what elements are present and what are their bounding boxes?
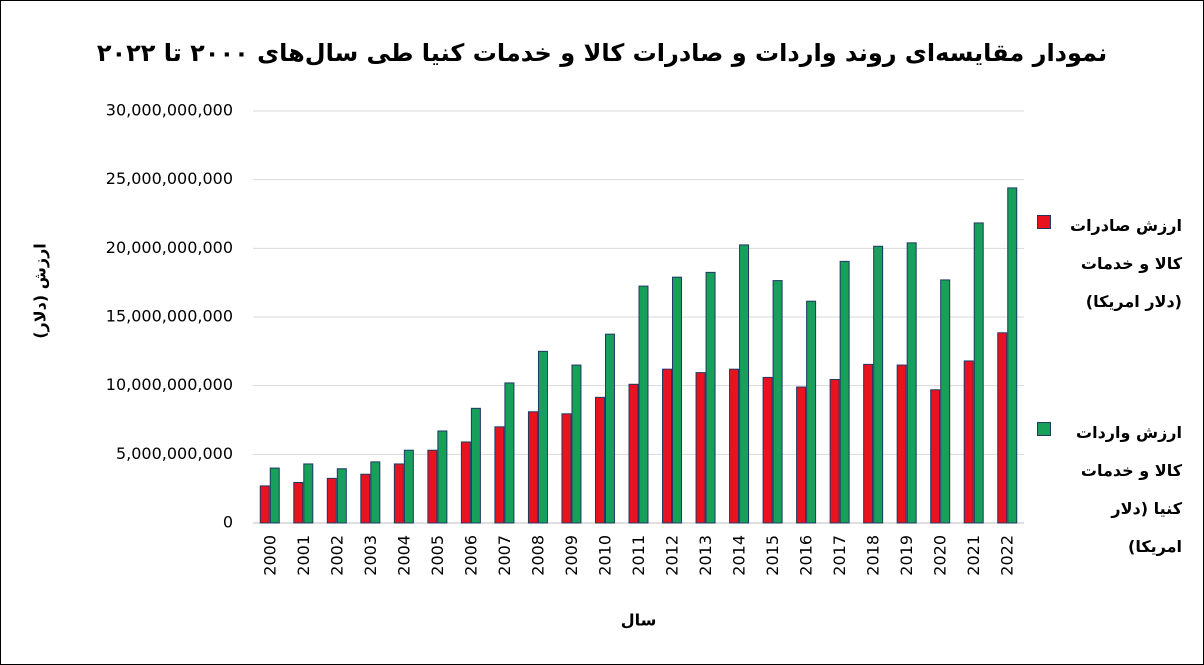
bar [672,276,683,524]
y-axis-label: ارزش (دلار) [31,243,50,339]
bar [504,382,515,524]
x-tick-label: 2015 [763,535,782,576]
bar [829,378,840,524]
bar [370,461,381,524]
bar [470,407,481,524]
bar [537,350,548,524]
bar [360,473,371,524]
bar [527,411,538,524]
x-tick-label: 2011 [629,535,648,576]
bar [628,383,639,524]
bar [930,389,941,524]
y-tick-label: 5,000,000,000 [116,444,233,463]
x-tick-label: 2018 [864,535,883,576]
bar [336,468,347,524]
x-tick-label: 2019 [897,535,916,576]
legend-entry: ارزش صادرات کالا و خدمات (دلار امریکا) [1037,207,1182,321]
bar [303,463,314,524]
x-tick-label: 2005 [428,535,447,576]
bar [393,463,404,524]
y-tick-label: 10,000,000,000 [106,375,233,394]
x-tick-label: 2006 [461,535,480,576]
bar [896,364,907,524]
bar [906,242,917,524]
x-tick-label: 2012 [663,535,682,576]
y-tick-label: 25,000,000,000 [106,169,233,188]
y-tick-label: 20,000,000,000 [106,238,233,257]
x-tick-label: 2004 [394,535,413,576]
x-tick-label: 2000 [260,535,279,576]
x-tick-label: 2016 [797,535,816,576]
bar [561,413,572,524]
x-tick-label: 2013 [696,535,715,576]
y-tick-label: 0 [223,513,233,532]
legend-label: ارزش صادرات کالا و خدمات (دلار امریکا) [1069,216,1182,311]
x-tick-label: 2014 [730,535,749,576]
bar [427,449,438,524]
bar [940,279,951,524]
bar [1007,187,1018,524]
x-tick-label: 2010 [595,535,614,576]
chart-title: نمودار مقایسه‌ای روند واردات و صادرات کا… [96,39,1108,67]
bar [571,364,582,524]
bar [762,376,773,524]
bar [662,368,673,524]
bar [796,386,807,524]
bar [772,280,783,524]
y-tick-label: 30,000,000,000 [106,101,233,120]
x-tick-label: 2007 [495,535,514,576]
bar [997,332,1008,524]
bar [604,333,615,524]
legend-swatch [1037,215,1051,229]
bar [863,363,874,524]
x-tick-label: 2001 [294,535,313,576]
bar [594,396,605,524]
x-tick-label: 2002 [327,535,346,576]
legend-entry: ارزش واردات کالا و خدمات کنیا (دلار امری… [1037,414,1182,566]
legend-label: ارزش واردات کالا و خدمات کنیا (دلار امری… [1076,423,1182,556]
bar [293,481,304,524]
x-tick-label: 2022 [998,535,1017,576]
x-tick-label: 2009 [562,535,581,576]
legend-swatch [1037,422,1051,436]
bar [839,260,850,524]
bar [494,426,505,524]
bar [437,430,448,524]
bar [695,372,706,524]
x-tick-label: 2017 [830,535,849,576]
x-axis-label: سال [621,611,657,630]
bar [806,300,817,524]
bar [963,360,974,524]
bar [739,244,750,524]
bar [638,285,649,524]
bar [873,245,884,524]
bar [705,271,716,524]
bar [259,485,270,524]
x-tick-label: 2021 [964,535,983,576]
bar [460,441,471,524]
x-tick-label: 2020 [931,535,950,576]
bar [973,222,984,524]
x-tick-label: 2008 [528,535,547,576]
x-tick-label: 2003 [361,535,380,576]
bar [403,449,414,524]
y-tick-label: 15,000,000,000 [106,307,233,326]
bar [729,368,740,524]
bar [269,467,280,524]
bar [326,477,337,524]
